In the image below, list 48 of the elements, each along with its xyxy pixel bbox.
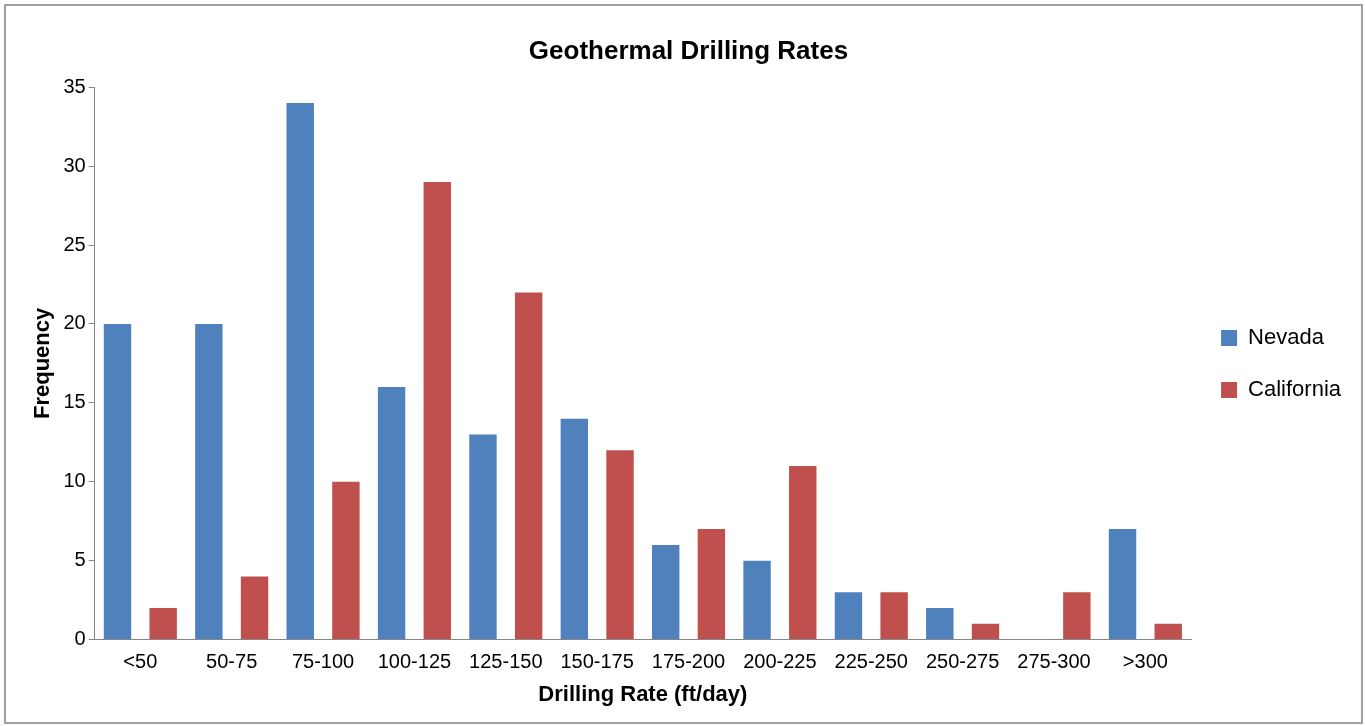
bar <box>1108 529 1137 640</box>
bar <box>697 529 726 640</box>
bar <box>286 102 314 640</box>
bar <box>789 465 817 640</box>
x-tick-label: 250-275 <box>925 650 1000 673</box>
bar <box>880 592 908 640</box>
x-tick-label: >300 <box>1122 650 1168 673</box>
bar <box>240 576 269 640</box>
x-tick-label: 75-100 <box>291 650 355 673</box>
x-tick-label: 175-200 <box>651 650 726 673</box>
bar <box>971 623 1000 640</box>
x-tick-label: 200-225 <box>743 650 817 673</box>
y-tick-label: 25 <box>63 232 86 255</box>
bar <box>514 292 543 640</box>
x-tick-label: 275-300 <box>1017 650 1091 673</box>
bar <box>1063 592 1091 640</box>
chart-title: Geothermal Drilling Rates <box>528 34 849 65</box>
bar <box>332 481 360 640</box>
bar <box>834 592 863 640</box>
bar <box>606 450 634 640</box>
x-axis-title: Drilling Rate (ft/day) <box>538 680 748 706</box>
bar <box>149 608 177 640</box>
bar <box>469 434 497 640</box>
y-tick-label: 5 <box>74 548 86 571</box>
bar <box>423 181 451 640</box>
bar <box>560 418 589 640</box>
y-tick-label: 30 <box>63 153 86 176</box>
bar <box>1154 623 1182 640</box>
bar <box>377 387 406 640</box>
x-tick-label: 50-75 <box>206 650 258 673</box>
y-tick-label: 35 <box>63 74 86 97</box>
legend-label: California <box>1248 376 1342 402</box>
bar <box>652 544 680 640</box>
legend-label: Nevada <box>1248 324 1325 350</box>
y-tick-label: 10 <box>63 469 86 492</box>
y-tick-label: 15 <box>63 390 86 413</box>
y-tick-label: 20 <box>63 311 86 334</box>
bar <box>103 323 132 640</box>
x-tick-label: 125-150 <box>469 650 543 673</box>
x-tick-label: <50 <box>123 650 158 673</box>
bar <box>926 608 954 640</box>
x-tick-label: 150-175 <box>560 650 634 673</box>
bar <box>743 560 771 640</box>
y-axis-title: Frequency <box>29 307 55 420</box>
x-tick-label: 100-125 <box>377 650 452 673</box>
x-tick-label: 225-250 <box>834 650 908 673</box>
bar <box>195 323 223 640</box>
y-tick-label: 0 <box>74 627 86 650</box>
